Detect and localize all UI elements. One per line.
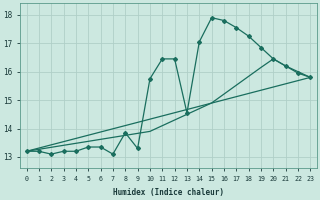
X-axis label: Humidex (Indice chaleur): Humidex (Indice chaleur)	[113, 188, 224, 197]
